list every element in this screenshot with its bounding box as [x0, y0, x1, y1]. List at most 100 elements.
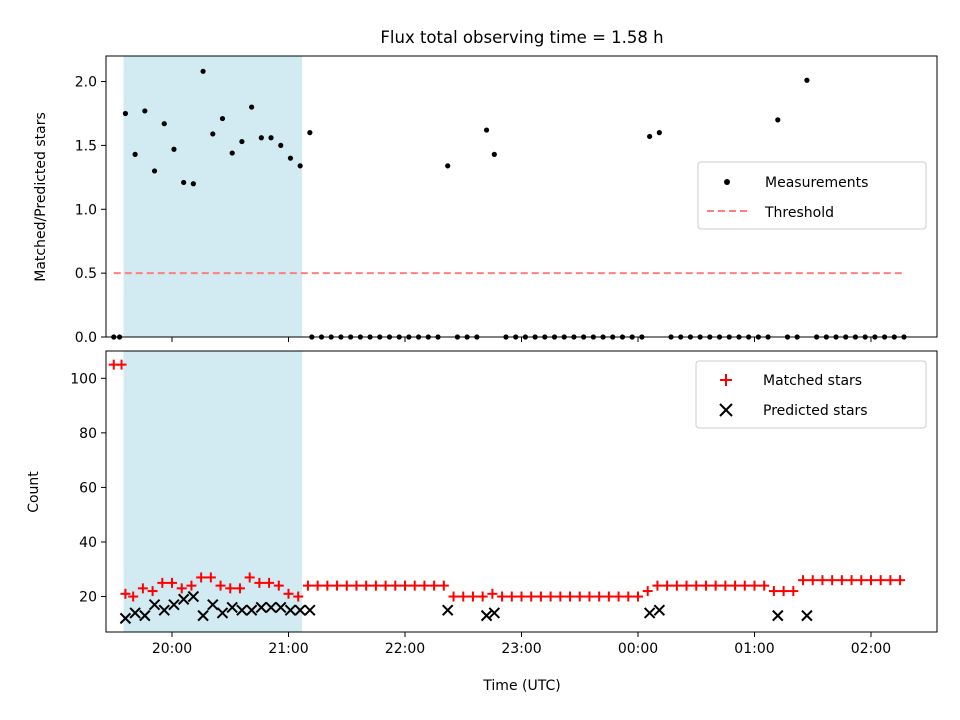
measurement-point — [181, 179, 187, 186]
x-tick-label: 23:00 — [501, 641, 541, 657]
matched-star-point — [895, 575, 906, 586]
y-tick-label: 20 — [79, 590, 97, 606]
measurement-point — [229, 150, 235, 156]
predicted-star-point — [236, 604, 248, 616]
x-tick-label: 21:00 — [268, 641, 308, 657]
chart-title: Flux total observing time = 1.58 h — [380, 28, 663, 47]
matched-star-point — [254, 577, 265, 588]
matched-star-point — [594, 591, 605, 602]
matched-star-point — [370, 580, 381, 591]
predicted-star-point — [197, 609, 209, 622]
measurement-point — [647, 133, 653, 140]
predicted-star-point — [265, 601, 277, 614]
legend-measurements-label: Measurements — [765, 175, 868, 191]
legend-matched-label: Matched stars — [763, 373, 862, 389]
measurement-point — [804, 77, 810, 83]
predicted-star-point — [480, 609, 493, 622]
matched-star-point — [584, 591, 595, 602]
measurement-point — [775, 117, 781, 123]
matched-star-point — [351, 580, 362, 591]
predicted-star-point — [304, 604, 316, 616]
matched-star-point — [691, 580, 702, 591]
matched-star-point — [438, 580, 449, 591]
x-tick-label: 20:00 — [152, 641, 192, 657]
observing-window-shade — [123, 56, 303, 337]
predicted-star-point — [158, 604, 170, 616]
matched-star-point — [380, 580, 391, 591]
matched-star-point — [332, 580, 343, 591]
x-tick-label: 02:00 — [851, 641, 891, 657]
legend-predicted-marker — [719, 403, 733, 417]
matched-star-point — [642, 586, 653, 597]
measurement-point — [297, 163, 303, 169]
bottom-y-axis-label: Count — [26, 471, 42, 513]
measurement-point — [287, 155, 294, 161]
legend-threshold-label: Threshold — [764, 205, 834, 221]
measurement-point — [171, 146, 177, 152]
predicted-star-point — [488, 607, 501, 619]
matched-star-point — [827, 575, 838, 586]
predicted-star-point — [653, 604, 666, 616]
top-legend: Measurements Threshold — [697, 161, 927, 230]
matched-star-point — [671, 580, 682, 591]
matched-star-point — [120, 588, 131, 599]
matched-star-point — [322, 580, 333, 591]
predicted-star-point — [148, 599, 161, 611]
matched-star-point — [807, 575, 818, 586]
predicted-star-point — [119, 612, 132, 625]
measurement-point — [142, 108, 148, 114]
matched-star-point — [506, 591, 517, 602]
matched-star-point — [497, 591, 508, 602]
measurement-point — [210, 131, 216, 137]
matched-star-point — [526, 591, 537, 602]
matched-star-point — [429, 580, 440, 591]
predicted-star-point — [284, 604, 297, 616]
measurement-point — [258, 135, 264, 141]
matched-star-point — [312, 580, 323, 591]
top-y-axis-label: Matched/Predicted stars — [33, 112, 49, 282]
matched-star-point — [623, 591, 634, 602]
matched-star-point — [555, 591, 566, 602]
matched-star-point — [400, 580, 411, 591]
matched-star-point — [817, 575, 828, 586]
y-tick-label: 0.0 — [75, 330, 97, 346]
matched-star-point — [137, 583, 148, 594]
matched-star-point — [283, 588, 294, 599]
measurement-point — [219, 115, 226, 122]
matched-star-point — [681, 580, 692, 591]
matched-star-point — [516, 591, 527, 602]
predicted-star-point — [772, 609, 784, 622]
matched-star-point — [176, 583, 187, 594]
predicted-star-point — [294, 604, 306, 616]
matched-star-point — [574, 591, 585, 602]
predicted-star-point — [226, 601, 238, 614]
matched-star-point — [409, 580, 420, 591]
predicted-star-point — [207, 599, 219, 611]
bottom-legend: Matched stars Predicted stars — [695, 360, 927, 429]
y-tick-label: 0.5 — [75, 266, 97, 282]
predicted-star-point — [643, 607, 656, 619]
observing-window-shade — [123, 351, 303, 632]
matched-star-point — [264, 577, 275, 588]
measurement-point — [656, 130, 662, 136]
matched-star-point — [613, 591, 624, 602]
matched-star-point — [448, 591, 459, 602]
y-tick-label: 100 — [70, 371, 97, 387]
predicted-star-point — [129, 607, 141, 619]
predicted-star-point — [442, 604, 454, 616]
y-tick-label: 1.5 — [75, 138, 97, 154]
matched-star-point — [234, 583, 245, 594]
predicted-star-point — [168, 599, 180, 611]
measurement-point — [249, 104, 255, 110]
matched-star-point — [167, 577, 178, 588]
top-panel: Flux total observing time = 1.58 h 0.0 0.… — [33, 28, 938, 346]
predicted-star-point — [187, 590, 200, 603]
matched-star-point — [477, 591, 488, 602]
matched-star-point — [487, 588, 498, 599]
matched-star-point — [157, 577, 168, 588]
measurement-point — [161, 121, 167, 127]
matched-star-point — [341, 580, 352, 591]
predicted-star-point — [275, 601, 287, 614]
matched-star-point — [147, 586, 158, 597]
matched-star-point — [710, 580, 721, 591]
